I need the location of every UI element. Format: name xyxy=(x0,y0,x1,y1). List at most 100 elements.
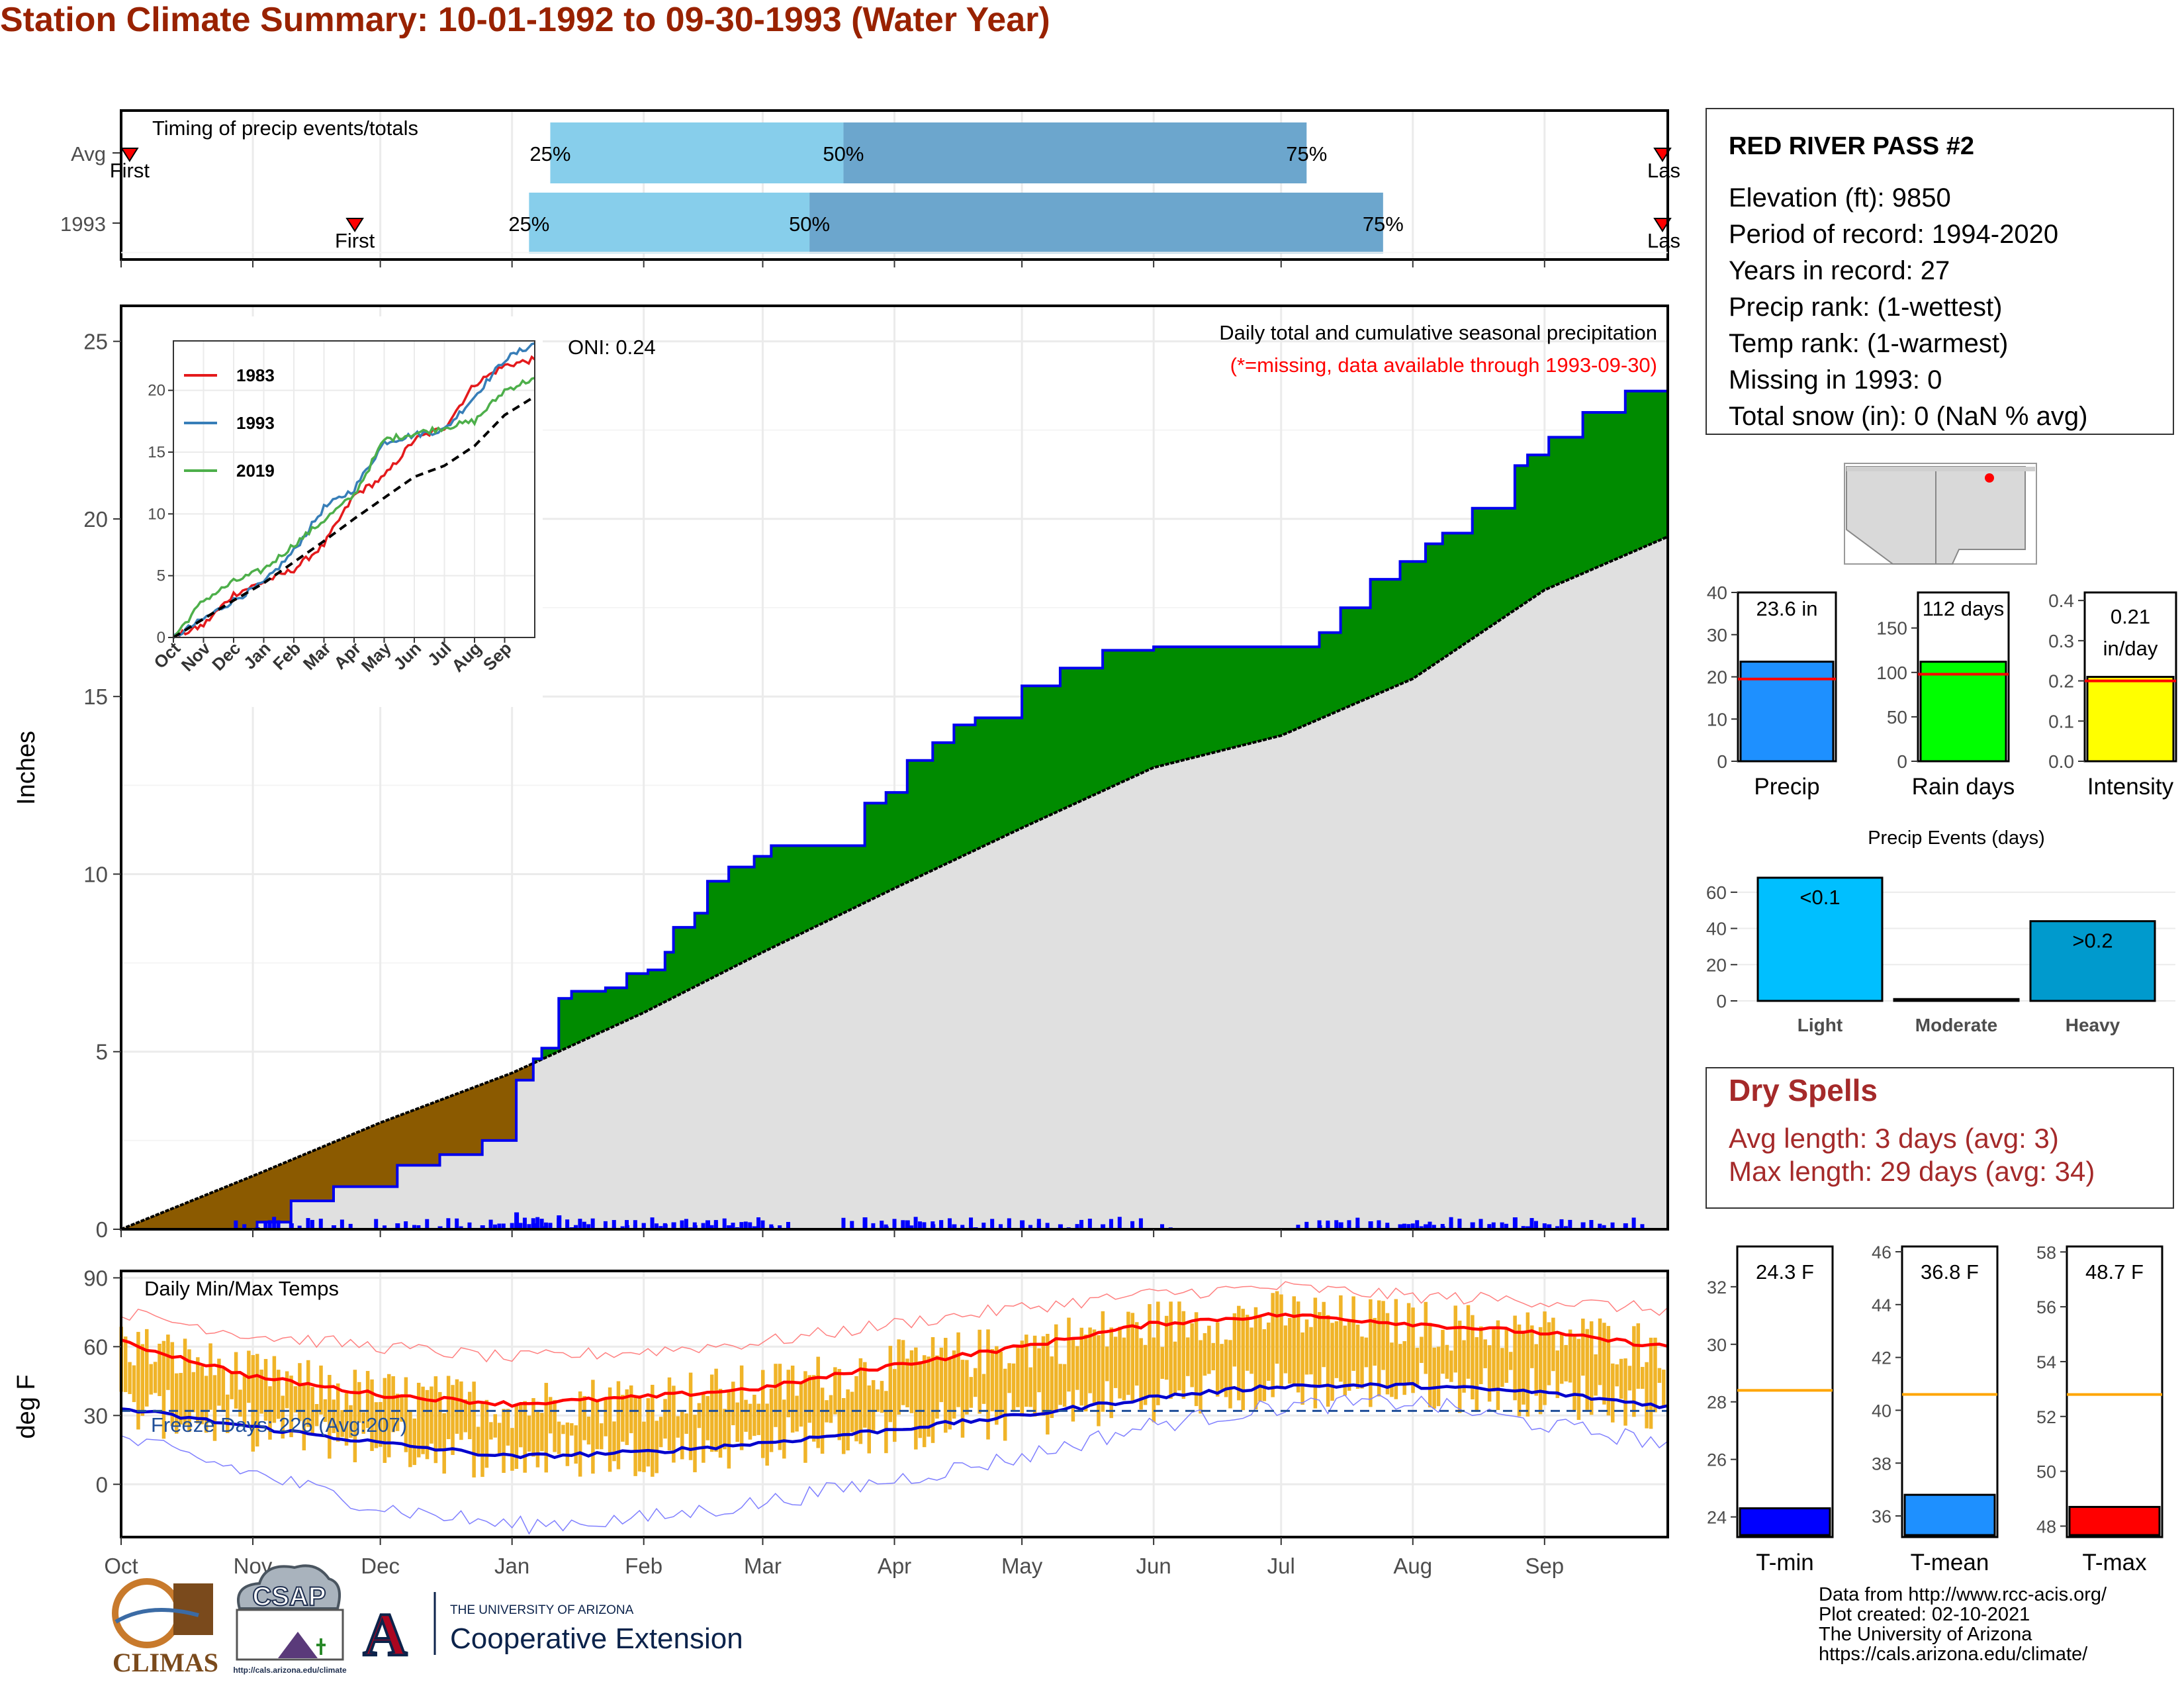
inset-legend-label: 2019 xyxy=(236,461,275,481)
daily-temp-bar xyxy=(659,1417,663,1448)
temp-summary-xlabel: T-min xyxy=(1756,1550,1814,1575)
footer-plot-created: Plot created: 02-10-2021 xyxy=(1819,1604,2030,1625)
daily-temp-bar xyxy=(1101,1311,1105,1412)
daily-precip-bar xyxy=(289,1223,294,1229)
daily-temp-bar xyxy=(922,1355,927,1448)
timing-label-75: 75% xyxy=(1363,212,1404,236)
daily-temp-bar xyxy=(1568,1329,1572,1383)
daily-temp-bar xyxy=(1304,1319,1309,1375)
oni-label: ONI: 0.24 xyxy=(568,336,656,359)
average-min-line xyxy=(120,1382,1668,1460)
events-bar-light xyxy=(1756,876,1884,1002)
average-max-line xyxy=(120,1312,1668,1408)
inset-ytick-label: 15 xyxy=(148,444,165,461)
daily-temp-bar xyxy=(625,1389,629,1445)
footer-url: https://cals.arizona.edu/climate/ xyxy=(1819,1644,2088,1665)
daily-precip-bar xyxy=(947,1218,952,1229)
daily-precip-bar xyxy=(1555,1226,1560,1229)
daily-temp-bar xyxy=(1627,1366,1632,1391)
daily-temp-bar xyxy=(1611,1363,1615,1423)
daily-precip-bar xyxy=(1138,1218,1143,1229)
daily-precip-bar xyxy=(884,1224,888,1229)
events-ytick-label: 60 xyxy=(1706,882,1727,903)
daily-precip-bar xyxy=(522,1217,527,1229)
temp-summary-ytick-label: 58 xyxy=(2036,1243,2056,1262)
daily-precip-bar xyxy=(557,1218,561,1229)
timing-label-50: 50% xyxy=(789,212,830,236)
daily-temp-bar xyxy=(586,1417,591,1445)
daily-temp-bar xyxy=(1079,1327,1083,1406)
daily-temp-bar xyxy=(1207,1325,1211,1374)
daily-precip-bar xyxy=(1533,1221,1538,1229)
temp-summary-panel xyxy=(1901,1245,1999,1538)
daily-temp-bar xyxy=(153,1362,158,1393)
first-marker-icon xyxy=(345,218,364,232)
daily-precip-bar xyxy=(633,1220,637,1229)
daily-precip-bar xyxy=(297,1225,302,1229)
inset-ytick-label: 5 xyxy=(157,567,165,585)
temp-xtick-label: May xyxy=(1001,1554,1043,1578)
daily-precip-bar xyxy=(1347,1220,1351,1229)
daily-temp-bar xyxy=(1360,1336,1364,1389)
station-elevation: Elevation (ft): 9850 xyxy=(1729,183,1951,212)
daily-temp-bar xyxy=(744,1399,748,1432)
daily-temp-bar xyxy=(608,1387,612,1472)
daily-temp-bar xyxy=(969,1377,974,1408)
daily-temp-bar xyxy=(1058,1364,1062,1405)
daily-temp-bar xyxy=(1428,1323,1432,1408)
daily-precip-bar xyxy=(1525,1226,1530,1229)
daily-temp-bar xyxy=(829,1395,833,1423)
daily-precip-bar xyxy=(1028,1225,1032,1229)
temp-summary-ytick-label: 40 xyxy=(1872,1401,1891,1421)
daily-precip-bar xyxy=(918,1221,923,1229)
daily-temp-bar xyxy=(1598,1318,1602,1385)
daily-precip-bar xyxy=(1580,1222,1586,1229)
summary-bar-intensity xyxy=(2086,676,2175,763)
daily-precip-bar xyxy=(650,1217,655,1229)
daily-temp-bar xyxy=(281,1395,285,1439)
daily-temp-bar xyxy=(1522,1331,1525,1405)
daily-precip-bar xyxy=(871,1223,876,1229)
daily-temp-bar xyxy=(1441,1329,1445,1374)
daily-temp-bar xyxy=(612,1421,616,1462)
daily-temp-bar xyxy=(319,1365,323,1415)
climas-logo-icon xyxy=(112,1578,182,1648)
daily-temp-bar xyxy=(867,1385,871,1454)
daily-temp-bar xyxy=(553,1399,557,1452)
daily-temp-bar xyxy=(226,1394,230,1433)
daily-temp-bar xyxy=(1657,1368,1662,1383)
daily-precip-bar xyxy=(743,1221,748,1229)
daily-temp-bar xyxy=(1330,1323,1334,1401)
daily-precip-bar xyxy=(680,1224,684,1229)
csap-cactus-icon xyxy=(316,1638,326,1655)
daily-temp-bar xyxy=(365,1371,370,1429)
daily-precip-bar xyxy=(582,1221,586,1229)
daily-temp-bar xyxy=(769,1388,774,1452)
daily-temp-bar xyxy=(833,1367,837,1415)
daily-temp-bar xyxy=(480,1402,484,1477)
daily-temp-bar xyxy=(1606,1326,1611,1416)
daily-temp-bar xyxy=(1279,1294,1283,1389)
daily-precip-bar xyxy=(1296,1225,1300,1229)
daily-temp-bar xyxy=(1088,1327,1092,1393)
daily-temp-bar xyxy=(493,1414,497,1438)
daily-temp-bar xyxy=(1262,1329,1267,1401)
precip-events-chart: 0 20 40 60 <0.1 Light Moderate >0.2 Heavy Precip … xyxy=(1706,827,2175,1035)
daily-temp-bar xyxy=(604,1399,608,1436)
daily-temp-bar xyxy=(1581,1318,1585,1376)
daily-temp-bar xyxy=(1046,1334,1050,1435)
daily-temp-bar xyxy=(1211,1342,1216,1371)
daily-temp-bar xyxy=(1585,1329,1590,1410)
temp-xtick-label: Dec xyxy=(361,1554,400,1578)
daily-temp-bar xyxy=(1130,1313,1135,1403)
daily-precip-bar xyxy=(1402,1223,1406,1229)
daily-precip-bar xyxy=(709,1225,714,1229)
daily-temp-bar xyxy=(446,1376,451,1440)
daily-temp-bar xyxy=(702,1393,705,1463)
daily-temp-bar xyxy=(1508,1352,1513,1370)
daily-temp-bar xyxy=(774,1364,778,1427)
daily-temp-bar xyxy=(1215,1322,1220,1397)
temp-xtick-label: Jul xyxy=(1267,1554,1295,1578)
daily-precip-bar xyxy=(531,1223,536,1229)
daily-temp-bar xyxy=(858,1358,863,1444)
